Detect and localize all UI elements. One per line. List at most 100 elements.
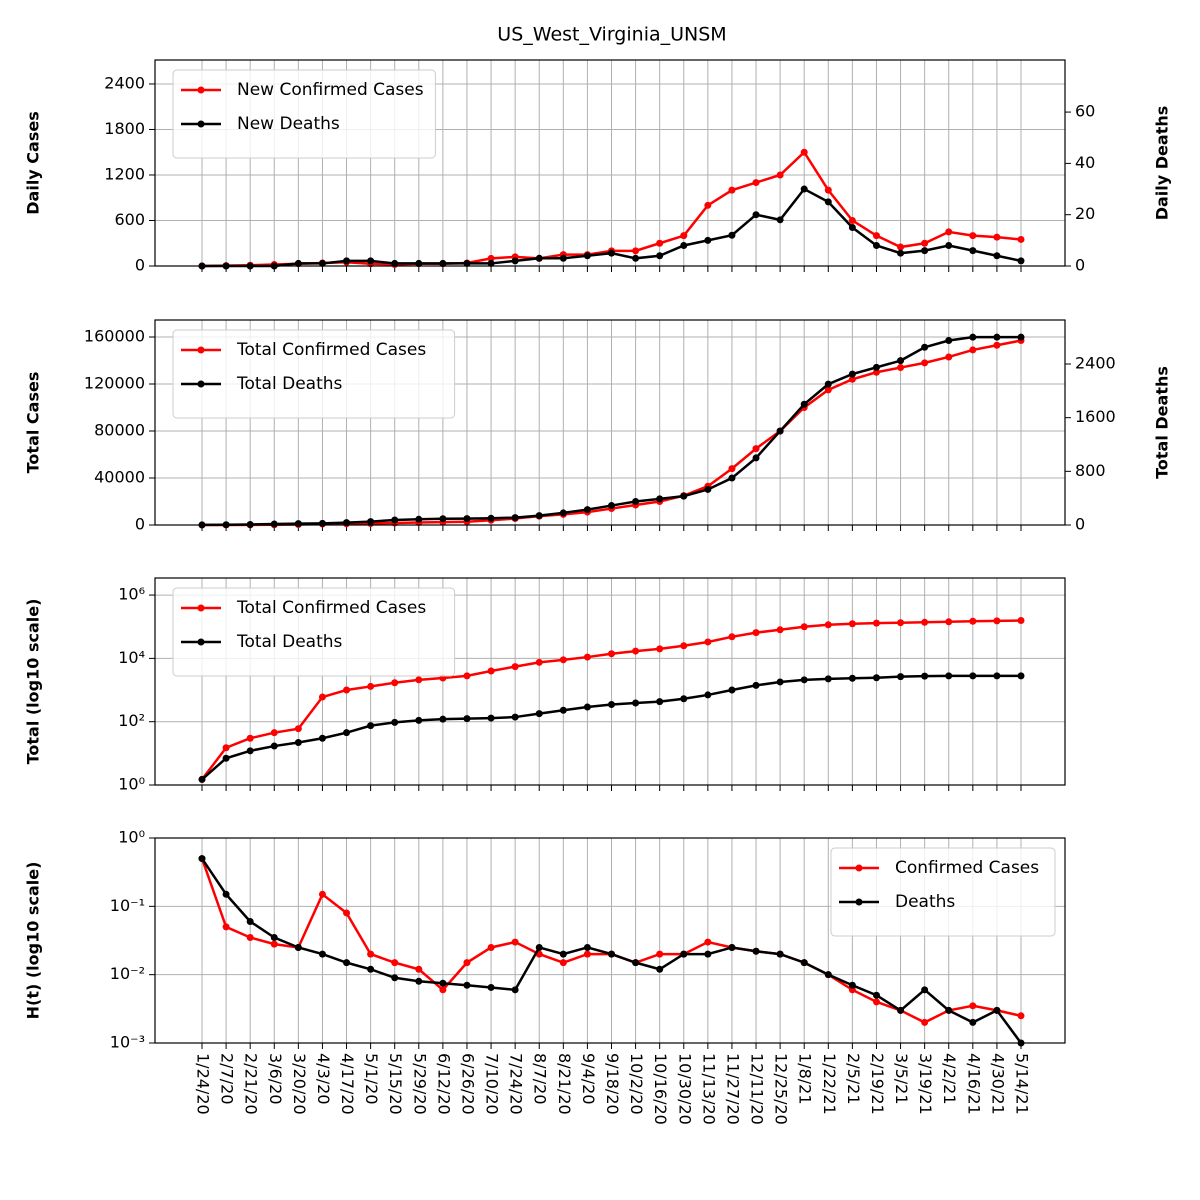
point xyxy=(367,257,375,265)
x-tick-label: 11/13/20 xyxy=(699,1053,718,1125)
point xyxy=(415,515,423,523)
point xyxy=(704,938,712,946)
point xyxy=(391,959,399,967)
x-tick-label: 8/7/20 xyxy=(531,1053,550,1105)
point xyxy=(511,663,519,671)
legend-marker xyxy=(197,380,205,388)
point xyxy=(511,257,519,265)
point xyxy=(487,259,495,267)
y-tick-label: 40000 xyxy=(94,467,145,486)
point xyxy=(824,380,832,388)
point xyxy=(728,633,736,641)
point xyxy=(824,386,832,394)
x-tick-label: 2/21/20 xyxy=(242,1053,261,1115)
point xyxy=(969,333,977,341)
point xyxy=(391,259,399,267)
point xyxy=(1017,672,1025,680)
point xyxy=(318,734,326,742)
x-tick-label: 5/15/20 xyxy=(386,1053,405,1115)
point xyxy=(921,247,929,255)
point xyxy=(439,986,447,994)
point xyxy=(608,950,615,958)
point xyxy=(969,1018,977,1026)
point xyxy=(656,252,664,260)
y-tick-label: 1200 xyxy=(104,164,145,183)
point xyxy=(608,650,615,658)
point xyxy=(993,617,1001,625)
point xyxy=(318,693,326,701)
point xyxy=(391,679,399,687)
x-tick-label: 2/7/20 xyxy=(218,1053,237,1105)
legend-box xyxy=(172,587,456,677)
point xyxy=(415,965,423,973)
point xyxy=(680,950,688,958)
point xyxy=(656,965,664,973)
point xyxy=(921,1018,929,1026)
x-tick-label: 4/17/20 xyxy=(338,1053,357,1115)
point xyxy=(559,706,567,714)
legend-marker xyxy=(855,864,863,872)
point xyxy=(945,353,953,361)
y2-tick-label: 2400 xyxy=(1075,354,1116,373)
point xyxy=(728,465,736,473)
plot-frame xyxy=(154,837,1066,1044)
point xyxy=(343,959,351,967)
y-tick-label: 10⁶ xyxy=(118,585,145,604)
point xyxy=(776,678,784,686)
point xyxy=(559,959,567,967)
point xyxy=(969,346,977,354)
y-tick-label: 10⁴ xyxy=(118,648,145,667)
point xyxy=(656,495,664,503)
point xyxy=(632,699,640,707)
point xyxy=(872,363,880,371)
point xyxy=(270,729,278,737)
point xyxy=(656,950,664,958)
point xyxy=(632,254,640,262)
point xyxy=(921,672,929,680)
point xyxy=(872,991,880,999)
y2-tick-label: 60 xyxy=(1075,102,1095,121)
y-tick-label: 10⁻² xyxy=(110,964,145,983)
point xyxy=(993,252,1001,260)
point xyxy=(583,943,591,951)
chart-title: US_West_Virginia_UNSM xyxy=(497,24,726,46)
y-tick-label: 600 xyxy=(114,210,145,229)
point xyxy=(511,986,519,994)
y2-tick-label: 0 xyxy=(1075,256,1085,275)
y-tick-label: 80000 xyxy=(94,420,145,439)
point xyxy=(800,676,808,684)
point xyxy=(897,673,905,681)
point xyxy=(1017,617,1025,625)
point xyxy=(921,618,929,626)
x-tick-label: 12/11/20 xyxy=(748,1053,767,1125)
point xyxy=(487,514,495,522)
x-tick-label: 5/1/20 xyxy=(362,1053,381,1105)
point xyxy=(367,950,375,958)
point xyxy=(969,232,977,240)
point xyxy=(993,672,1001,680)
point xyxy=(559,656,567,664)
point xyxy=(439,259,447,267)
point xyxy=(583,506,591,514)
point xyxy=(752,629,760,637)
point xyxy=(704,236,712,244)
point xyxy=(921,986,929,994)
y-axis-label: H(t) (log10 scale) xyxy=(24,862,43,1020)
legend-label: New Deaths xyxy=(237,114,340,134)
y-tick-label: 10⁰ xyxy=(118,828,145,847)
point xyxy=(848,216,856,224)
point xyxy=(848,375,856,383)
x-tick-label: 4/30/21 xyxy=(988,1053,1007,1115)
point xyxy=(343,729,351,737)
point xyxy=(511,514,519,522)
point xyxy=(463,715,471,723)
x-tick-label: 9/18/20 xyxy=(603,1053,622,1115)
point xyxy=(993,233,1001,241)
point xyxy=(776,427,784,435)
point xyxy=(969,672,977,680)
point xyxy=(318,950,326,958)
x-tick-label: 3/6/20 xyxy=(266,1053,285,1105)
point xyxy=(415,259,423,267)
point xyxy=(487,667,495,675)
point xyxy=(583,252,591,260)
